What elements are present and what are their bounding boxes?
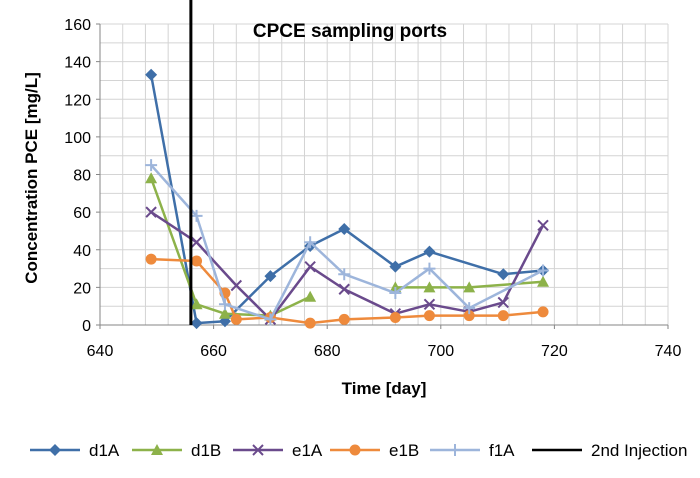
chart-title: CPCE sampling ports: [253, 21, 447, 42]
data-point-f1A: [338, 268, 351, 281]
data-point-f1A: [264, 313, 277, 326]
data-point-d1A: [190, 317, 203, 330]
x-tick-label: 680: [314, 343, 341, 360]
axes: 0 20 40 60 80 100 120 140 160 640 660 680 700 720 740: [64, 17, 681, 360]
legend: d1A d1B e1A e1B f1A 2nd Injection: [30, 441, 687, 460]
series-line-f1A: [150, 164, 544, 321]
data-point-f1A: [463, 302, 476, 315]
data-point-d1B: [190, 298, 203, 310]
data-point-f1A: [190, 209, 203, 222]
data-point-e1B: [389, 311, 401, 323]
data-point-f1A: [304, 236, 317, 249]
data-point-e1A: [338, 283, 350, 295]
data-point-f1A: [423, 262, 436, 275]
data-point-e1B: [230, 313, 242, 325]
x-axis-title: Time [day]: [342, 379, 427, 398]
data-point-e1A: [497, 296, 509, 309]
data-point-e1B: [145, 253, 157, 265]
data-point-e1A: [190, 236, 203, 248]
data-point-e1B: [537, 306, 549, 318]
data-point-d1B: [304, 290, 317, 302]
data-point-e1A: [145, 206, 157, 218]
data-point-e1B: [497, 310, 509, 322]
y-tick-label: 60: [73, 205, 91, 222]
legend-label: e1A: [292, 441, 323, 460]
y-tick-label: 20: [73, 280, 91, 297]
data-point-d1B: [218, 307, 231, 319]
data-point-d1B_b: [463, 281, 476, 293]
data-point-d1A: [389, 260, 402, 273]
data-point-d1A: [338, 223, 351, 236]
legend-marker: [252, 444, 264, 456]
data-point-d1A: [423, 245, 436, 258]
data-point-d1A: [497, 268, 510, 281]
data-point-f1A: [389, 287, 402, 300]
legend-label: e1B: [389, 441, 419, 460]
data-point-e1A: [230, 279, 243, 292]
data-point-e1B: [191, 255, 203, 267]
grid: [99, 23, 669, 326]
data-point-e1B: [338, 313, 350, 325]
data-point-d1B_b: [537, 275, 550, 287]
legend-marker: [349, 444, 361, 456]
data-point-d1B: [145, 172, 158, 184]
legend-label: 2nd Injection: [591, 441, 687, 460]
series-line-d1A: [149, 74, 544, 325]
x-tick-label: 660: [200, 343, 227, 360]
y-tick-label: 0: [82, 318, 91, 335]
data-point-e1B: [304, 317, 316, 329]
data-point-e1B: [463, 310, 475, 322]
x-tick-label: 740: [655, 343, 682, 360]
data-point-f1A: [537, 264, 550, 277]
x-tick-label: 640: [87, 343, 114, 360]
series-layer: [145, 0, 550, 330]
y-tick-label: 100: [64, 130, 91, 147]
legend-marker: [49, 444, 61, 456]
y-tick-label: 80: [73, 168, 91, 185]
data-point-d1B_b: [423, 281, 436, 293]
data-point-f1A: [218, 298, 231, 311]
y-tick-label: 140: [64, 55, 91, 72]
y-tick-label: 40: [73, 243, 91, 260]
x-tick-label: 700: [427, 343, 454, 360]
data-point-e1A: [423, 298, 436, 311]
legend-label: d1A: [89, 441, 120, 460]
data-point-e1A: [537, 219, 549, 232]
data-point-f1A: [145, 159, 158, 172]
legend-marker: [449, 444, 461, 456]
y-tick-label: 160: [64, 17, 91, 34]
data-point-e1B: [423, 310, 435, 322]
data-point-d1A: [145, 68, 158, 81]
data-point-e1A: [304, 260, 316, 273]
legend-label: d1B: [191, 441, 221, 460]
legend-marker: [151, 444, 163, 455]
y-tick-label: 120: [64, 92, 91, 109]
legend-label: f1A: [489, 441, 515, 460]
y-axis-title: Concentration PCE [mg/L]: [22, 72, 41, 284]
x-tick-label: 720: [541, 343, 568, 360]
data-point-d1A: [264, 270, 277, 283]
